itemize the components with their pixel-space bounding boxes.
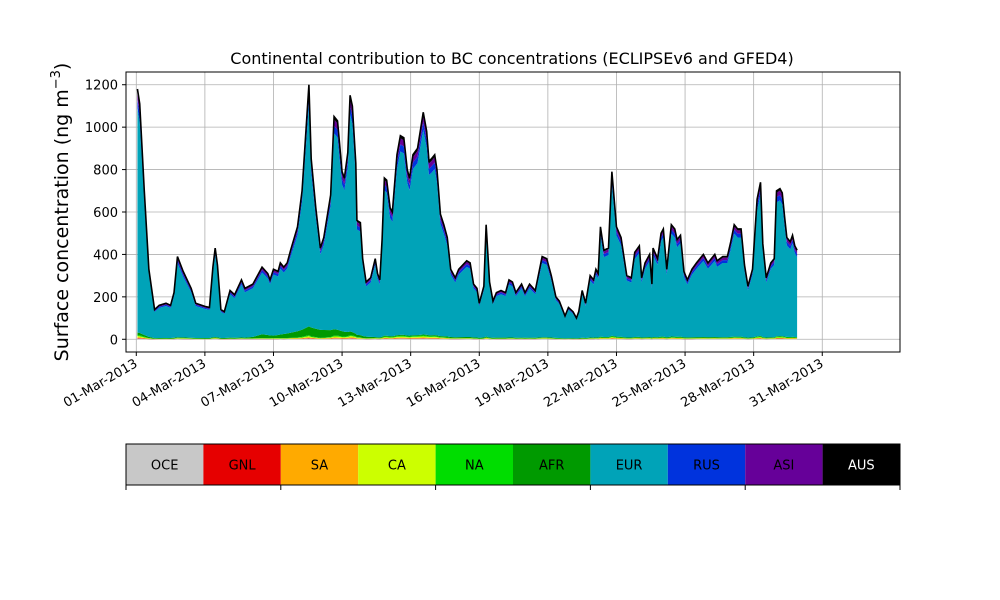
- y-axis-label: Surface concentration (ng m−3): [49, 63, 73, 362]
- colorbar-label-ca: CA: [388, 459, 406, 474]
- colorbar-label-rus: RUS: [693, 459, 720, 474]
- y-axis-label-superscript: −3: [49, 70, 64, 89]
- y-axis-label-text: Surface concentration (ng m: [51, 89, 73, 361]
- y-tick-label: 600: [93, 206, 118, 221]
- colorbar-label-sa: SA: [311, 459, 328, 474]
- colorbar-swatch-na: [435, 444, 513, 485]
- area-na: [137, 335, 798, 340]
- area-sa: [137, 337, 798, 340]
- colorbar-label-aus: AUS: [848, 459, 875, 474]
- colorbar-swatch-eur: [590, 444, 668, 485]
- x-tick-label: 28-Mar-2013: [679, 356, 758, 410]
- x-tick-label: 07-Mar-2013: [198, 356, 277, 410]
- colorbar-swatch-afr: [513, 444, 591, 485]
- y-tick-label: 200: [93, 291, 118, 306]
- x-tick-label: 01-Mar-2013: [61, 356, 140, 410]
- y-tick-label: 400: [93, 248, 118, 263]
- colorbar-label-na: NA: [465, 459, 484, 474]
- y-tick-label: 800: [93, 164, 118, 179]
- plot-area: 0 200 400 600 800 1000 1200 01-Mar-201304-Mar-2…: [61, 71, 901, 411]
- region-colorbar-legend: OCE GNL SA CA NA AFR EUR RUS ASI AUS: [125, 443, 901, 490]
- colorbar-frame: [125, 443, 901, 486]
- colorbar-swatch-sa: [280, 444, 359, 485]
- y-tick-label: 0: [110, 333, 118, 348]
- y-tick-label: 1000: [85, 121, 118, 136]
- total-line: [136, 84, 798, 321]
- area-afr: [137, 326, 798, 339]
- colorbar-label-afr: AFR: [539, 459, 564, 474]
- colorbar-swatch-aus: [822, 444, 900, 485]
- colorbar-swatch-rus: [667, 444, 746, 485]
- x-tick-label: 04-Mar-2013: [130, 356, 209, 410]
- x-tick-label: 31-Mar-2013: [747, 356, 826, 410]
- colorbar-label-gnl: GNL: [229, 459, 257, 474]
- x-tick-label: 10-Mar-2013: [267, 356, 346, 410]
- chart-title: Continental contribution to BC concentra…: [230, 49, 793, 68]
- x-tick-label: 16-Mar-2013: [404, 356, 483, 410]
- y-axis-label-close: ): [51, 63, 73, 70]
- colorbar-label-oce: OCE: [151, 459, 179, 474]
- area-eur: [137, 103, 798, 339]
- y-tick-label: 1200: [85, 79, 118, 94]
- x-tick-label: 13-Mar-2013: [336, 356, 415, 410]
- colorbar-label-eur: EUR: [616, 459, 643, 474]
- colorbar-label-asi: ASI: [773, 459, 794, 474]
- colorbar-swatch-oce: [126, 444, 204, 485]
- colorbar-swatch-asi: [745, 444, 823, 485]
- area-ca: [137, 336, 798, 340]
- colorbar-swatch-ca: [358, 444, 436, 485]
- colorbar-swatch-gnl: [203, 444, 281, 485]
- x-tick-label: 22-Mar-2013: [541, 356, 620, 410]
- x-tick-label: 19-Mar-2013: [473, 356, 552, 410]
- area-gnl: [137, 338, 798, 340]
- area-oce: [137, 338, 798, 340]
- x-tick-label: 25-Mar-2013: [610, 356, 689, 410]
